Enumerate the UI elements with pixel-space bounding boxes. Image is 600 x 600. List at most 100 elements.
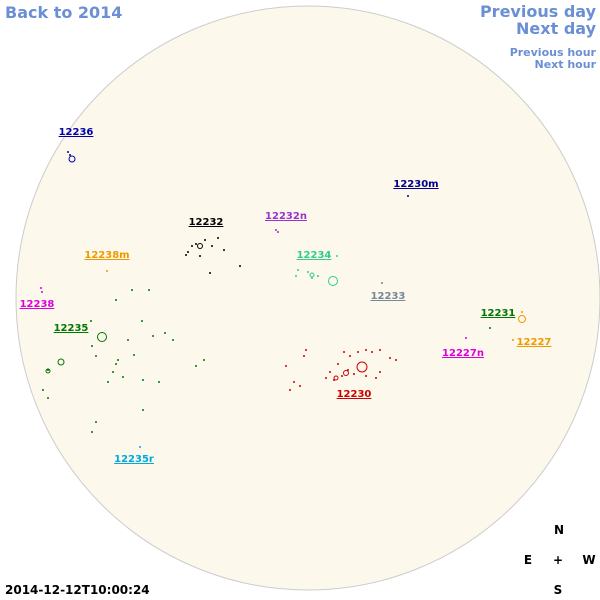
next-day-link[interactable]: Next day (516, 19, 597, 38)
sunspot (317, 275, 319, 277)
sunspot (239, 265, 241, 267)
sunspot (158, 381, 160, 383)
sunspot (329, 371, 331, 373)
sunspot (204, 239, 206, 241)
sunspot (395, 359, 397, 361)
region-label[interactable]: 12238 (20, 299, 55, 310)
sunspot (199, 255, 201, 257)
sunspot (379, 371, 381, 373)
sunspot (223, 249, 225, 251)
sunspots (40, 151, 526, 448)
sunspot (512, 339, 514, 341)
region-label[interactable]: 12238m (84, 250, 129, 261)
sunspot (217, 237, 219, 239)
sunspot (40, 287, 42, 289)
sunspot (357, 351, 359, 353)
sunspot (275, 229, 277, 231)
region-label[interactable]: 12227n (442, 348, 484, 359)
sunspot (521, 311, 523, 313)
sunspot (328, 276, 338, 286)
sunspot (164, 332, 166, 334)
sunspot (187, 251, 189, 253)
sunspot (68, 155, 76, 163)
sunspot (90, 320, 92, 322)
sunspot (407, 195, 409, 197)
compass-north: N (554, 523, 564, 537)
sunspot (375, 377, 377, 379)
sunspot (152, 335, 154, 337)
sunspot (57, 358, 65, 366)
region-label[interactable]: 12230m (393, 179, 438, 190)
sunspot (343, 370, 349, 376)
region-label[interactable]: 12235r (114, 454, 154, 465)
sunspot (133, 354, 135, 356)
next-hour-link[interactable]: Next hour (535, 58, 597, 71)
sunspot (122, 376, 124, 378)
region-label[interactable]: 12227 (517, 337, 552, 348)
sunspot (47, 397, 49, 399)
sunspot (379, 349, 381, 351)
sunspot (42, 389, 44, 391)
region-label[interactable]: 12232n (265, 211, 307, 222)
sunspot (115, 299, 117, 301)
sunspot (197, 243, 203, 249)
sunspot (309, 272, 315, 278)
sunspot (341, 375, 343, 377)
sunspot (365, 375, 367, 377)
sunspot (95, 421, 97, 423)
solar-disk (15, 5, 600, 591)
sunspot (349, 355, 351, 357)
sunspot (381, 282, 383, 284)
sunspot (91, 431, 93, 433)
sunspot (343, 351, 345, 353)
sunspot (307, 271, 309, 273)
sunspot (67, 151, 69, 153)
sunspot (106, 270, 108, 272)
sunspot (172, 339, 174, 341)
region-label[interactable]: 12232 (189, 217, 224, 228)
sunspot (142, 409, 144, 411)
previous-hour-link[interactable]: Previous hour (510, 46, 597, 59)
sunspot (356, 361, 368, 373)
sunspot (489, 327, 491, 329)
sunspot (203, 359, 205, 361)
sunspot (69, 154, 71, 156)
sunspot (112, 371, 114, 373)
sunspot (95, 355, 97, 357)
sunspot (195, 365, 197, 367)
sunspot (389, 357, 391, 359)
back-link[interactable]: Back to 2014 (5, 3, 122, 22)
sunspot (211, 245, 213, 247)
region-label[interactable]: 12231 (481, 308, 516, 319)
sunspot (293, 381, 295, 383)
compass-south: S (554, 583, 563, 597)
sunspot (325, 377, 327, 379)
region-label[interactable]: 12234 (297, 250, 332, 261)
sunspot (195, 243, 197, 245)
sunspot (131, 289, 133, 291)
sunspot (295, 275, 297, 277)
sunspot (303, 355, 305, 357)
previous-day-link[interactable]: Previous day (480, 2, 597, 21)
region-label[interactable]: 12235 (54, 323, 89, 334)
timestamp: 2014-12-12T10:00:24 (5, 583, 150, 597)
sunspot (41, 291, 43, 293)
compass-center: + (553, 553, 563, 567)
sunspot (115, 363, 117, 365)
sunspot (117, 359, 119, 361)
region-label[interactable]: 12230 (337, 389, 372, 400)
compass-west: W (582, 553, 595, 567)
sunspot (285, 365, 287, 367)
sunspot (185, 254, 187, 256)
sunspot (311, 277, 313, 279)
sunspot (333, 375, 339, 381)
sunspot (353, 373, 355, 375)
region-label[interactable]: 12236 (59, 127, 94, 138)
sunspot (289, 389, 291, 391)
sunspot (209, 272, 211, 274)
sunspot (465, 337, 467, 339)
region-label[interactable]: 12233 (371, 291, 406, 302)
sunspot (336, 255, 338, 257)
sunspot (127, 339, 129, 341)
